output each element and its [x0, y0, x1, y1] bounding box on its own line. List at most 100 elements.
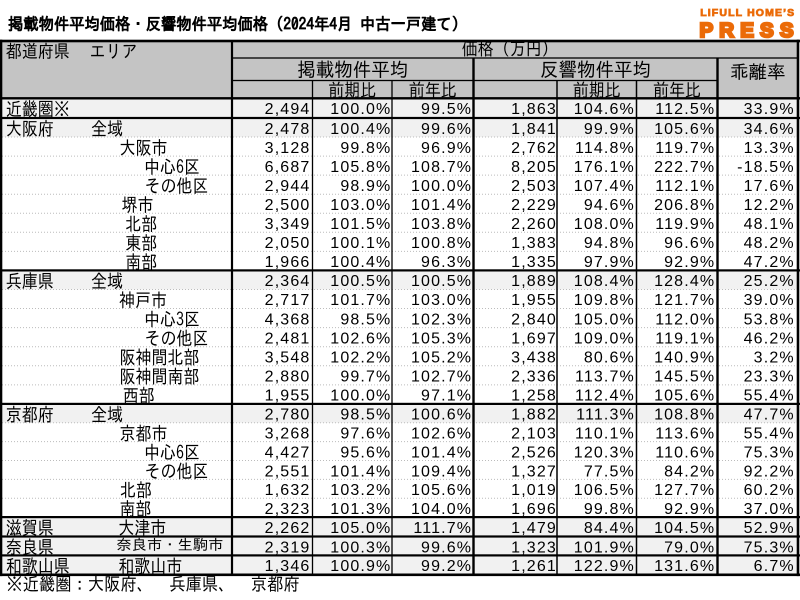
svg-text:47.2%: 47.2% — [744, 254, 795, 271]
svg-text:2,503: 2,503 — [511, 178, 557, 195]
svg-text:114.8%: 114.8% — [575, 140, 635, 157]
svg-text:1,863: 1,863 — [511, 101, 557, 118]
svg-text:112.1%: 112.1% — [655, 178, 715, 195]
svg-text:75.3%: 75.3% — [744, 444, 795, 461]
svg-text:107.4%: 107.4% — [574, 178, 635, 195]
svg-text:105.6%: 105.6% — [411, 482, 472, 499]
svg-text:105.0%: 105.0% — [330, 520, 391, 537]
svg-text:103.0%: 103.0% — [330, 197, 391, 214]
svg-text:2,478: 2,478 — [265, 121, 311, 138]
svg-text:13.3%: 13.3% — [744, 140, 795, 157]
svg-text:2,481: 2,481 — [265, 330, 311, 347]
svg-text:102.7%: 102.7% — [411, 369, 472, 386]
svg-text:2,103: 2,103 — [511, 426, 557, 443]
svg-text:100.8%: 100.8% — [411, 235, 472, 252]
svg-text:53.8%: 53.8% — [744, 311, 795, 328]
svg-text:100.0%: 100.0% — [330, 101, 391, 118]
svg-text:1,383: 1,383 — [511, 235, 557, 252]
svg-text:110.6%: 110.6% — [655, 444, 715, 461]
svg-text:101.3%: 101.3% — [330, 501, 391, 518]
svg-text:97.9%: 97.9% — [584, 254, 635, 271]
svg-text:2,323: 2,323 — [265, 501, 311, 518]
svg-text:105.0%: 105.0% — [574, 311, 635, 328]
svg-text:95.6%: 95.6% — [340, 444, 391, 461]
svg-text:25.2%: 25.2% — [744, 273, 795, 290]
svg-text:105.6%: 105.6% — [654, 388, 715, 405]
svg-text:23.3%: 23.3% — [744, 369, 795, 386]
svg-text:101.4%: 101.4% — [411, 197, 472, 214]
svg-text:111.7%: 111.7% — [413, 520, 472, 537]
svg-text:99.7%: 99.7% — [340, 369, 391, 386]
svg-text:47.7%: 47.7% — [744, 407, 795, 424]
svg-text:102.3%: 102.3% — [411, 311, 472, 328]
svg-text:119.1%: 119.1% — [655, 330, 715, 347]
svg-text:100.3%: 100.3% — [330, 539, 391, 556]
svg-text:1,335: 1,335 — [511, 254, 557, 271]
svg-text:3,349: 3,349 — [265, 216, 311, 233]
svg-text:108.4%: 108.4% — [574, 273, 635, 290]
svg-text:105.3%: 105.3% — [411, 330, 472, 347]
svg-text:108.7%: 108.7% — [411, 159, 472, 176]
svg-text:2,717: 2,717 — [265, 292, 311, 309]
svg-text:112.4%: 112.4% — [575, 388, 635, 405]
svg-text:1,346: 1,346 — [265, 558, 311, 575]
svg-text:84.2%: 84.2% — [664, 463, 715, 480]
svg-text:2,880: 2,880 — [265, 369, 311, 386]
svg-text:17.6%: 17.6% — [744, 178, 795, 195]
svg-text:75.3%: 75.3% — [744, 539, 795, 556]
svg-text:145.5%: 145.5% — [654, 369, 715, 386]
svg-text:80.6%: 80.6% — [584, 349, 635, 366]
svg-text:96.6%: 96.6% — [664, 235, 715, 252]
svg-text:103.0%: 103.0% — [411, 292, 472, 309]
svg-text:LIFULL HOME’S: LIFULL HOME’S — [700, 7, 794, 19]
svg-text:105.8%: 105.8% — [330, 159, 391, 176]
svg-text:2,260: 2,260 — [511, 216, 557, 233]
svg-text:128.4%: 128.4% — [654, 273, 715, 290]
svg-text:2,336: 2,336 — [511, 369, 557, 386]
svg-text:2,500: 2,500 — [265, 197, 311, 214]
svg-text:113.7%: 113.7% — [575, 369, 635, 386]
svg-text:3.2%: 3.2% — [754, 349, 795, 366]
svg-text:119.9%: 119.9% — [655, 216, 715, 233]
svg-text:122.9%: 122.9% — [574, 558, 635, 575]
svg-text:113.6%: 113.6% — [655, 426, 715, 443]
svg-text:2,780: 2,780 — [265, 407, 311, 424]
svg-text:2,944: 2,944 — [265, 178, 311, 195]
svg-text:99.5%: 99.5% — [421, 101, 472, 118]
svg-text:127.7%: 127.7% — [654, 482, 715, 499]
svg-text:100.6%: 100.6% — [411, 407, 472, 424]
svg-text:33.9%: 33.9% — [744, 101, 795, 118]
svg-text:176.1%: 176.1% — [574, 159, 635, 176]
svg-text:120.3%: 120.3% — [574, 444, 635, 461]
svg-text:100.5%: 100.5% — [411, 273, 472, 290]
svg-text:1,882: 1,882 — [511, 407, 557, 424]
svg-text:1,697: 1,697 — [511, 330, 557, 347]
svg-text:108.8%: 108.8% — [654, 407, 715, 424]
svg-text:1,955: 1,955 — [265, 388, 311, 405]
svg-text:3,268: 3,268 — [265, 426, 311, 443]
svg-text:100.1%: 100.1% — [330, 235, 391, 252]
svg-text:34.6%: 34.6% — [744, 121, 795, 138]
svg-text:109.4%: 109.4% — [411, 463, 472, 480]
svg-text:60.2%: 60.2% — [744, 482, 795, 499]
svg-text:2,840: 2,840 — [511, 311, 557, 328]
svg-text:55.4%: 55.4% — [744, 426, 795, 443]
svg-text:1,696: 1,696 — [511, 501, 557, 518]
svg-text:104.5%: 104.5% — [654, 520, 715, 537]
svg-text:104.0%: 104.0% — [411, 501, 472, 518]
svg-text:8,205: 8,205 — [511, 159, 557, 176]
svg-text:37.0%: 37.0% — [744, 501, 795, 518]
svg-text:102.2%: 102.2% — [330, 349, 391, 366]
svg-text:1,019: 1,019 — [511, 482, 557, 499]
svg-text:2,229: 2,229 — [511, 197, 557, 214]
svg-text:112.5%: 112.5% — [655, 101, 715, 118]
svg-text:100.0%: 100.0% — [330, 388, 391, 405]
svg-text:106.5%: 106.5% — [574, 482, 635, 499]
svg-text:92.9%: 92.9% — [664, 501, 715, 518]
svg-text:100.9%: 100.9% — [330, 558, 391, 575]
svg-text:101.4%: 101.4% — [411, 444, 472, 461]
svg-text:101.7%: 101.7% — [330, 292, 391, 309]
svg-text:98.9%: 98.9% — [340, 178, 391, 195]
svg-text:99.2%: 99.2% — [421, 558, 472, 575]
svg-text:2,319: 2,319 — [265, 539, 311, 556]
